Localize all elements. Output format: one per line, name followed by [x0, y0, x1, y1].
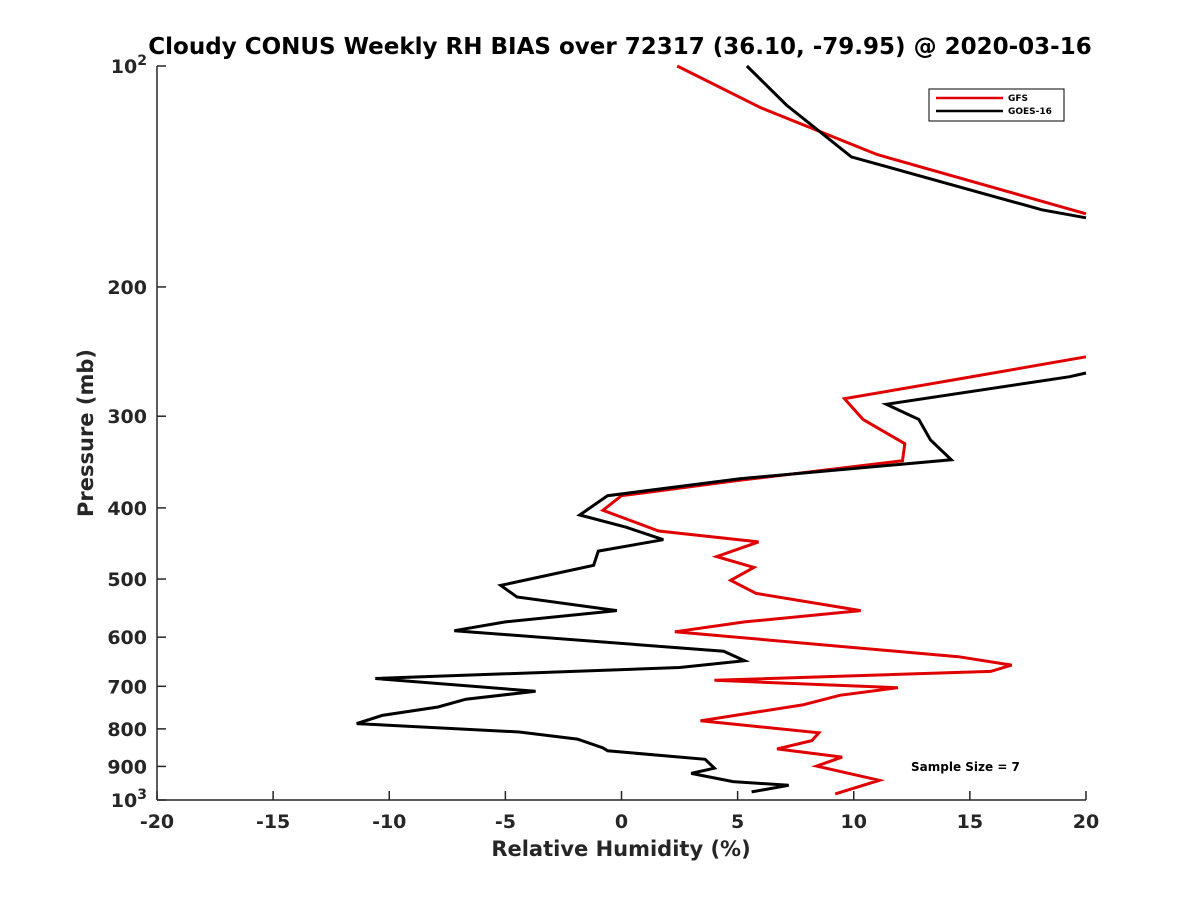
y-tick-label: 200 — [107, 277, 147, 299]
y-axis-label: Pressure (mb) — [74, 349, 98, 517]
y-tick-label: 400 — [107, 498, 147, 520]
series-line-goes16-segment-1 — [745, 64, 1087, 220]
x-tick-label: -10 — [372, 811, 406, 833]
legend-label-goes16: GOES-16 — [1008, 107, 1052, 117]
chart-title: Cloudy CONUS Weekly RH BIAS over 72317 (… — [148, 34, 1091, 60]
y-tick-label: 900 — [107, 756, 147, 778]
legend-label-gfs: GFS — [1008, 94, 1028, 104]
y-tick-label: 500 — [107, 569, 147, 591]
x-tick-label: 0 — [615, 811, 628, 833]
y-tick-label: 700 — [107, 676, 147, 698]
x-tick-label: 20 — [1073, 811, 1099, 833]
x-tick-label: -15 — [256, 811, 290, 833]
y-tick-label: 102 — [111, 53, 147, 78]
y-tick-label: 300 — [107, 406, 147, 428]
y-tick-label: 600 — [107, 627, 147, 649]
series-layer — [356, 64, 1087, 796]
legend: GFS GOES-16 — [928, 88, 1065, 122]
y-tick-base: 10 — [111, 790, 137, 812]
x-ticks: -20 -15 -10 -5 0 5 10 15 20 — [140, 791, 1099, 833]
y-tick-exponent: 3 — [137, 787, 147, 803]
x-tick-label: 10 — [841, 811, 867, 833]
series-line-goes16-segment-2 — [356, 371, 1087, 794]
x-axis-label: Relative Humidity (%) — [491, 837, 750, 861]
x-tick-label: -5 — [495, 811, 516, 833]
y-tick-base: 10 — [111, 56, 137, 78]
x-tick-label: -20 — [140, 811, 174, 833]
x-tick-label: 5 — [731, 811, 744, 833]
y-tick-label: 103 — [111, 787, 147, 812]
sample-size-annotation: Sample Size = 7 — [911, 760, 1020, 774]
y-tick-label: 800 — [107, 719, 147, 741]
y-tick-exponent: 2 — [137, 53, 147, 69]
x-tick-label: 15 — [957, 811, 983, 833]
legend-box — [928, 88, 1065, 122]
